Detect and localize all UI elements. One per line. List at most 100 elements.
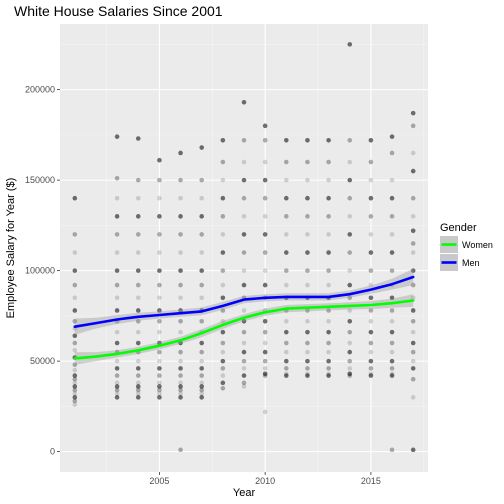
scatter-point <box>326 373 331 378</box>
scatter-point <box>283 195 289 201</box>
scatter-point <box>135 373 141 378</box>
scatter-point <box>305 250 310 255</box>
legend-title: Gender <box>440 222 477 234</box>
x-axis: 2005 2010 2015 <box>149 472 381 486</box>
scatter-point <box>72 268 78 273</box>
scatter-point <box>135 380 141 386</box>
scatter-point <box>410 447 416 453</box>
scatter-point <box>326 195 331 201</box>
scatter-point <box>305 329 310 335</box>
scatter-point <box>283 373 289 378</box>
scatter-point <box>262 373 268 378</box>
scatter-point <box>72 373 78 378</box>
scatter-point <box>241 99 247 105</box>
scatter-point <box>157 329 162 335</box>
scatter-point <box>114 380 120 386</box>
scatter-point <box>241 366 247 371</box>
scatter-point <box>326 349 331 355</box>
scatter-point <box>178 268 183 273</box>
scatter-point <box>135 282 141 288</box>
scatter-point <box>241 340 247 346</box>
scatter-point <box>389 366 395 371</box>
scatter-point <box>72 308 78 313</box>
scatter-point <box>368 366 374 371</box>
scatter-point <box>389 150 395 156</box>
scatter-point <box>283 349 289 355</box>
scatter-point <box>347 195 353 201</box>
scatter-point <box>283 214 289 219</box>
scatter-point <box>283 340 289 346</box>
scatter-point <box>157 349 162 355</box>
scatter-point <box>283 137 289 143</box>
scatter-point <box>220 340 226 346</box>
scatter-point <box>262 195 268 201</box>
scatter-point <box>241 319 247 324</box>
scatter-point <box>305 195 310 201</box>
scatter-point <box>220 380 226 386</box>
scatter-point <box>305 268 310 273</box>
scatter-point <box>305 340 310 346</box>
scatter-point <box>199 391 205 397</box>
scatter-point <box>72 250 78 255</box>
scatter-point <box>220 232 226 237</box>
scatter-point <box>178 358 183 364</box>
scatter-point <box>389 295 395 301</box>
scatter-point <box>220 349 226 355</box>
scatter-point <box>262 214 268 219</box>
scatter-point <box>241 195 247 201</box>
scatter-point <box>283 232 289 237</box>
scatter-point <box>326 366 331 371</box>
scatter-point <box>305 366 310 371</box>
scatter-point <box>347 214 353 219</box>
scatter-point <box>347 340 353 346</box>
scatter-point <box>305 282 310 288</box>
scatter-point <box>347 159 353 165</box>
scatter-point <box>199 232 205 237</box>
scatter-point <box>326 308 331 313</box>
scatter-point <box>241 137 247 143</box>
scatter-point <box>283 159 289 165</box>
scatter-point <box>305 177 310 183</box>
scatter-point <box>283 177 289 183</box>
scatter-point <box>114 384 120 389</box>
scatter-point <box>389 195 395 201</box>
scatter-point <box>368 137 374 143</box>
scatter-point <box>199 358 205 364</box>
scatter-point <box>178 387 183 393</box>
scatter-point <box>347 42 353 47</box>
scatter-point <box>262 340 268 346</box>
scatter-point <box>178 250 183 255</box>
scatter-point <box>241 358 247 364</box>
scatter-point <box>368 268 374 273</box>
scatter-point <box>178 319 183 324</box>
scatter-point <box>157 380 162 386</box>
scatter-point <box>389 268 395 273</box>
scatter-point <box>178 295 183 301</box>
scatter-point <box>114 387 120 393</box>
scatter-point <box>114 176 120 181</box>
scatter-point <box>326 232 331 237</box>
scatter-point <box>199 373 205 378</box>
scatter-point <box>410 376 416 382</box>
scatter-point <box>157 308 162 313</box>
scatter-point <box>368 329 374 335</box>
scatter-point <box>178 373 183 378</box>
scatter-point <box>220 319 226 324</box>
scatter-point <box>305 159 310 165</box>
scatter-point <box>199 366 205 371</box>
scatter-point <box>220 329 226 335</box>
scatter-point <box>199 145 205 150</box>
scatter-point <box>368 319 374 324</box>
scatter-point <box>410 282 416 288</box>
scatter-point <box>368 358 374 364</box>
scatter-point <box>220 373 226 378</box>
scatter-point <box>178 232 183 237</box>
scatter-point <box>410 395 416 400</box>
scatter-point <box>368 295 374 301</box>
scatter-point <box>72 282 78 288</box>
scatter-point <box>368 250 374 255</box>
scatter-point <box>114 214 120 219</box>
scatter-point <box>157 195 162 201</box>
scatter-point <box>305 214 310 219</box>
scatter-point <box>347 308 353 313</box>
